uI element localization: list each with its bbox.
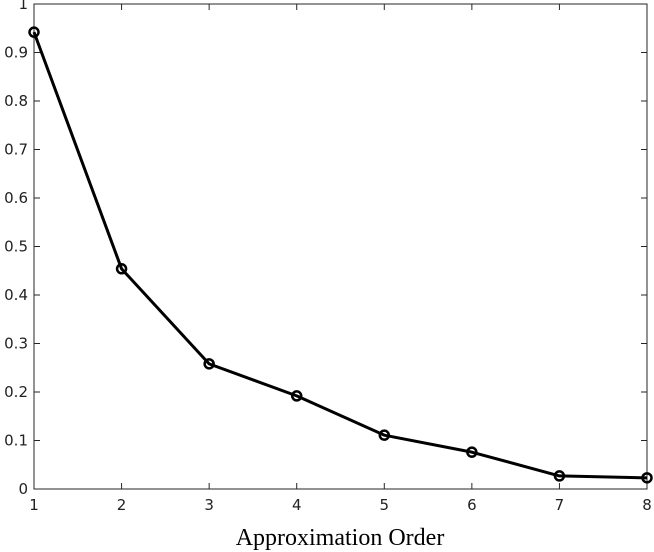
marker — [290, 390, 303, 402]
x-axis-label: Approximation Order — [236, 525, 445, 551]
y-tick-label: 0.2 — [4, 383, 28, 401]
x-tick-label: 5 — [380, 496, 390, 514]
x-tick-label: 1 — [29, 496, 39, 514]
marker — [203, 358, 215, 370]
y-tick-label: 0 — [18, 480, 28, 498]
y-tick-label: 0.7 — [4, 141, 28, 159]
y-tick-label: 0.4 — [4, 286, 28, 304]
x-tick-label: 4 — [292, 496, 302, 514]
x-tick-label: 8 — [642, 496, 652, 514]
x-tick-label: 2 — [117, 496, 127, 514]
marker — [553, 470, 566, 482]
x-tick-label: 3 — [204, 496, 214, 514]
marker — [466, 446, 478, 458]
marker — [378, 429, 391, 441]
y-tick-label: 1 — [18, 0, 28, 13]
y-tick-label: 0.9 — [4, 44, 28, 62]
y-tick-label: 0.1 — [4, 432, 28, 450]
y-tick-label: 0.5 — [4, 238, 28, 256]
x-tick-label: 6 — [467, 496, 477, 514]
marker — [28, 26, 40, 38]
x-tick-label: 7 — [555, 496, 565, 514]
y-tick-label: 0.8 — [4, 92, 28, 110]
y-tick-label: 0.3 — [4, 335, 28, 353]
marker — [115, 263, 128, 275]
y-tick-label: 0.6 — [4, 189, 28, 207]
line — [32, 31, 648, 480]
marker — [641, 472, 653, 484]
